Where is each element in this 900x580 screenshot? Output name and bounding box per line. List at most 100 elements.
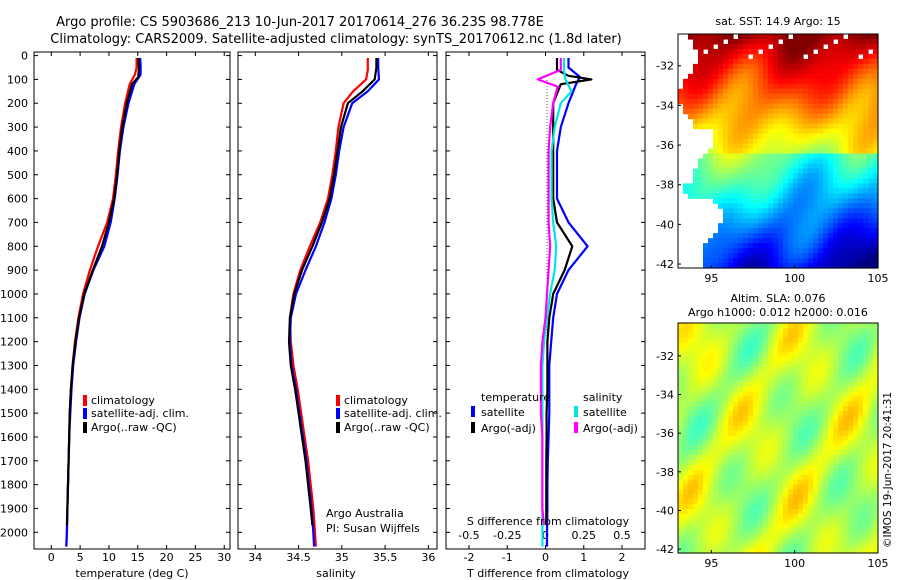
map-cell <box>688 357 694 363</box>
x-tick-label: 35.5 <box>373 551 398 564</box>
map-cell <box>793 58 799 65</box>
map-cell <box>758 258 764 264</box>
map-cell <box>753 420 759 427</box>
map-cell <box>778 73 784 80</box>
map-cell <box>733 513 739 520</box>
map-cell <box>773 218 779 224</box>
map-cell <box>873 406 879 412</box>
map-cell <box>678 396 684 402</box>
map-cell <box>808 203 814 209</box>
map-cell <box>783 43 789 50</box>
map-cell <box>828 337 834 344</box>
map-cell <box>733 518 739 525</box>
map-cell <box>808 48 814 55</box>
map-cell <box>853 223 859 229</box>
map-cell <box>803 425 809 432</box>
map-cell <box>793 371 799 378</box>
map-cell <box>833 178 839 184</box>
map-cell <box>868 228 874 234</box>
map-cell <box>858 347 864 353</box>
map-cell <box>688 352 694 358</box>
map-cell <box>723 63 729 70</box>
map-cell <box>738 420 744 427</box>
map-cell <box>748 420 754 427</box>
map-cell <box>788 208 794 214</box>
map-cell <box>873 183 879 189</box>
map-cell <box>803 440 809 446</box>
map-cell <box>868 34 874 40</box>
map-cell <box>743 323 749 329</box>
map-cell <box>813 248 819 254</box>
map-cell <box>743 118 749 125</box>
map-cell <box>718 228 724 234</box>
map-cell <box>693 93 699 100</box>
map-cell <box>763 445 769 451</box>
map-cell <box>763 163 769 170</box>
map-cell <box>843 367 849 373</box>
map-cell <box>688 337 694 344</box>
map-cell <box>783 508 789 515</box>
map-cell <box>743 523 749 530</box>
map-cell <box>693 469 699 476</box>
map-cell <box>803 391 809 397</box>
map-cell <box>828 58 834 65</box>
map-cell <box>813 93 819 100</box>
map-cell <box>778 213 784 219</box>
map-cell <box>823 406 829 412</box>
map-cell <box>698 450 704 456</box>
map-cell <box>843 347 849 353</box>
map-cell <box>843 406 849 412</box>
map-cell <box>833 198 839 204</box>
map-cell <box>723 484 729 490</box>
map-cell <box>858 198 864 204</box>
map-cell <box>813 479 819 486</box>
map-cell <box>763 143 769 150</box>
map-cell <box>733 198 739 204</box>
map-cell <box>773 327 779 334</box>
map-cell <box>693 460 699 466</box>
map-cell <box>728 113 734 120</box>
map-cell <box>683 327 689 334</box>
map-cell <box>678 474 684 481</box>
map-cell <box>738 78 744 85</box>
map-cell <box>733 78 739 85</box>
map-cell <box>728 128 734 135</box>
map-cell <box>778 123 784 130</box>
map-cell <box>858 148 864 155</box>
map-cell <box>753 523 759 530</box>
map-cell <box>758 208 764 214</box>
map-cell <box>728 401 734 407</box>
map-cell <box>823 158 829 165</box>
map-cell <box>858 188 864 194</box>
map-cell <box>763 208 769 214</box>
map-cell <box>788 263 794 269</box>
map-cell <box>768 357 774 363</box>
map-cell <box>853 218 859 224</box>
map-cell <box>788 108 794 115</box>
map-cell <box>808 548 814 554</box>
map-cell <box>793 435 799 442</box>
map-cell <box>793 248 799 254</box>
map-cell <box>753 128 759 135</box>
map-cell <box>773 48 779 55</box>
map-cell <box>703 188 709 194</box>
map-cell <box>753 479 759 486</box>
map-cell <box>783 158 789 165</box>
map-cell <box>868 513 874 520</box>
map-cell <box>873 213 879 219</box>
map-cell <box>733 213 739 219</box>
depth-tick-label: 1300 <box>0 359 28 372</box>
map-cell <box>683 469 689 476</box>
map-cell <box>808 183 814 189</box>
map-cell <box>763 406 769 412</box>
map-cell <box>718 158 724 165</box>
map-cell <box>863 34 869 40</box>
map-cell <box>753 223 759 229</box>
map-cell <box>798 118 804 125</box>
map-cell <box>788 494 794 500</box>
map-cell <box>808 88 814 95</box>
map-cell <box>848 401 854 407</box>
map-cell <box>818 484 824 490</box>
map-cell <box>863 367 869 373</box>
map-cell <box>678 357 684 363</box>
